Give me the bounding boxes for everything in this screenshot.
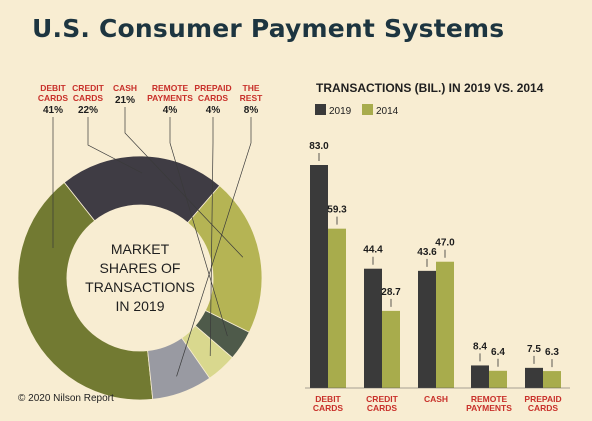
- bar-category-label: CARDS: [313, 403, 344, 413]
- bar-category-label: CREDIT: [366, 394, 398, 404]
- bar-2019: [364, 268, 382, 388]
- donut-slice-label: CASH: [113, 83, 137, 93]
- bar-category-label: PREPAID: [524, 394, 561, 404]
- bar-category-label: PAYMENTS: [466, 403, 512, 413]
- donut-slice-label: CREDIT: [72, 83, 104, 93]
- bar-2019: [418, 270, 436, 388]
- donut-slice-percent: 4%: [163, 105, 178, 116]
- bar-value-label: 28.7: [381, 287, 401, 298]
- donut-slice-label: DEBIT: [40, 83, 66, 93]
- bar-value-label: 59.3: [327, 205, 347, 216]
- copyright-text: © 2020 Nilson Report: [18, 393, 114, 404]
- bar-value-label: 43.6: [417, 247, 437, 258]
- legend-label-2014: 2014: [376, 106, 399, 117]
- legend-swatch-2014: [362, 104, 373, 115]
- donut-center-label: MARKET: [111, 241, 170, 257]
- bar-value-label: 44.4: [363, 245, 383, 256]
- donut-slice: [17, 181, 154, 401]
- bar-2019: [310, 165, 328, 388]
- bar-value-label: 7.5: [527, 344, 541, 355]
- donut-slice-label: REMOTE: [152, 83, 189, 93]
- bar-value-label: 6.4: [491, 347, 505, 358]
- donut-center-label: SHARES OF: [100, 260, 181, 276]
- bar-category-label: CARDS: [367, 403, 398, 413]
- donut-slice-percent: 22%: [78, 105, 98, 116]
- donut-slice-label: THE: [243, 83, 260, 93]
- leader-line: [87, 117, 143, 174]
- bar-value-label: 6.3: [545, 347, 559, 358]
- donut-slice-label: CARDS: [38, 93, 69, 103]
- donut-slice-percent: 4%: [206, 105, 221, 116]
- bar-category-label: CASH: [424, 394, 448, 404]
- leader-line: [169, 117, 228, 337]
- bar-category-label: DEBIT: [315, 394, 341, 404]
- donut-center-label: TRANSACTIONS: [85, 279, 195, 295]
- bar-value-label: 47.0: [435, 238, 455, 249]
- leader-line: [176, 117, 252, 377]
- legend-swatch-2019: [315, 104, 326, 115]
- donut-slice: [147, 337, 211, 400]
- donut-slice-label: PAYMENTS: [147, 93, 193, 103]
- leader-line: [124, 107, 244, 258]
- bar-chart-title: TRANSACTIONS (BIL.) IN 2019 VS. 2014: [316, 81, 544, 95]
- bar-2014: [328, 228, 346, 388]
- bar-2014: [382, 310, 400, 388]
- page-title: U.S. Consumer Payment Systems: [32, 14, 505, 43]
- donut-slice-label: CARDS: [198, 93, 229, 103]
- donut-center-label: IN 2019: [115, 298, 164, 314]
- bar-value-label: 8.4: [473, 341, 487, 352]
- leader-line: [209, 117, 214, 356]
- donut-slice-label: CARDS: [73, 93, 104, 103]
- bar-2014: [489, 370, 507, 388]
- bar-value-label: 83.0: [309, 141, 329, 152]
- bar-2014: [543, 371, 561, 388]
- bar-2019: [471, 365, 489, 388]
- donut-slice-label: REST: [240, 93, 263, 103]
- legend-label-2019: 2019: [329, 106, 352, 117]
- donut-slice-percent: 41%: [43, 105, 63, 116]
- donut-slice-percent: 8%: [244, 105, 259, 116]
- donut-slice-label: PREPAID: [194, 83, 231, 93]
- bar-2014: [436, 261, 454, 388]
- donut-slice-percent: 21%: [115, 95, 135, 106]
- bar-category-label: REMOTE: [471, 394, 508, 404]
- bar-2019: [525, 367, 543, 388]
- bar-category-label: CARDS: [528, 403, 559, 413]
